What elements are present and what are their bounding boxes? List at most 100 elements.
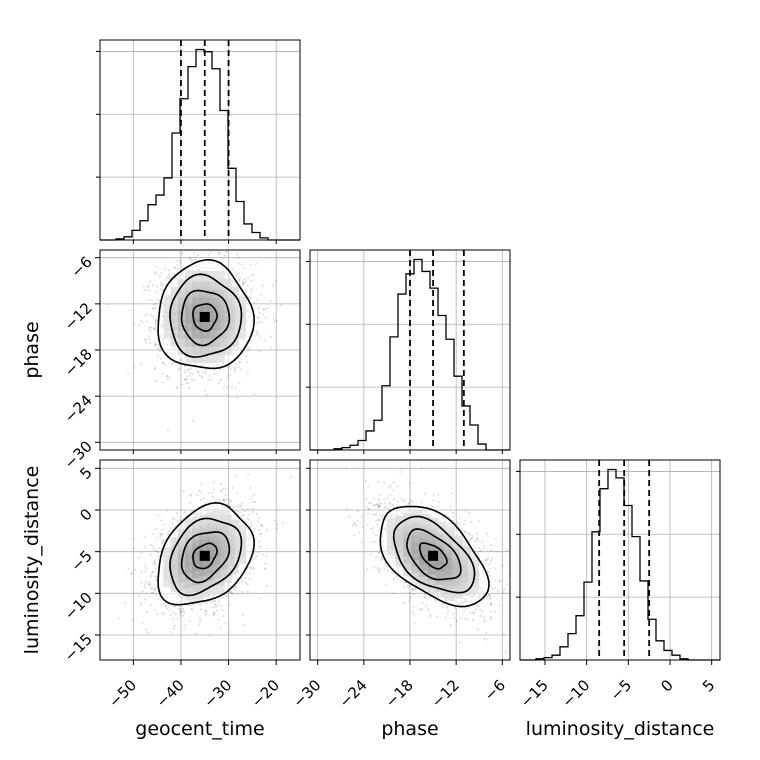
sample-point — [184, 510, 187, 513]
sample-point — [145, 580, 148, 583]
sample-point — [168, 277, 171, 280]
sample-point — [152, 562, 155, 565]
sample-point — [213, 603, 216, 606]
sample-point — [265, 555, 268, 558]
sample-point — [154, 302, 158, 305]
sample-point — [212, 481, 215, 484]
sample-point — [190, 377, 194, 381]
sample-point — [247, 276, 250, 280]
sample-point — [246, 507, 249, 511]
sample-point — [266, 529, 269, 532]
sample-point — [475, 603, 478, 606]
sample-point — [154, 343, 157, 346]
sample-point — [204, 609, 207, 612]
sample-point — [241, 283, 244, 287]
sample-point — [188, 620, 191, 623]
sample-point — [241, 514, 244, 517]
sample-point — [204, 609, 207, 612]
sample-point — [403, 581, 407, 584]
sample-point — [246, 345, 249, 349]
sample-point — [211, 601, 214, 604]
contour-inner-2 — [180, 531, 231, 584]
sample-point — [167, 274, 170, 277]
sample-point — [145, 341, 148, 345]
sample-point — [207, 253, 210, 256]
sample-point — [145, 567, 148, 570]
sample-point — [154, 366, 157, 369]
sample-point — [149, 326, 152, 329]
sample-point — [179, 610, 182, 614]
sample-point — [224, 622, 227, 625]
contour-inner-2 — [180, 289, 231, 347]
sample-point — [242, 514, 245, 517]
sample-point — [143, 535, 146, 538]
sample-point — [258, 350, 261, 353]
contour-inner-3 — [169, 273, 243, 358]
sample-point — [257, 316, 260, 319]
sample-point — [141, 621, 144, 624]
sample-point — [218, 599, 221, 602]
sample-point — [171, 521, 174, 525]
sample-point — [181, 383, 184, 386]
sample-point — [220, 482, 223, 486]
sample-point — [177, 607, 181, 610]
sample-point — [485, 638, 488, 641]
sample-point — [161, 528, 164, 531]
sample-point — [216, 609, 219, 612]
sample-point — [253, 527, 256, 530]
sample-point — [483, 620, 486, 623]
histogram-frame-luminosity_distance — [519, 459, 721, 661]
sample-point — [244, 355, 248, 358]
sample-point — [168, 376, 171, 379]
sample-point — [158, 275, 162, 278]
sample-point — [150, 299, 153, 302]
sample-point — [217, 382, 220, 385]
sample-point — [242, 281, 245, 285]
sample-point — [137, 323, 141, 326]
sample-point — [143, 314, 146, 317]
sample-point — [212, 611, 216, 615]
sample-point — [241, 613, 244, 616]
sample-point — [159, 347, 162, 350]
sample-point — [493, 586, 497, 590]
sample-point — [221, 608, 224, 611]
sample-point — [243, 278, 246, 281]
sample-point — [237, 361, 240, 364]
sample-point — [388, 501, 391, 505]
sample-point — [152, 547, 155, 550]
sample-point — [281, 521, 284, 525]
sample-point — [185, 382, 188, 385]
sample-point — [148, 584, 151, 587]
sample-point — [217, 601, 220, 605]
sample-point — [204, 613, 207, 616]
sample-point — [230, 385, 234, 388]
sample-point — [255, 262, 258, 265]
sample-point — [247, 473, 250, 476]
sample-point — [155, 290, 158, 293]
sample-point — [276, 523, 279, 526]
sample-point — [164, 604, 167, 607]
sample-point — [245, 571, 248, 574]
sample-point — [236, 491, 239, 495]
sample-point — [169, 527, 173, 530]
sample-point — [253, 493, 256, 496]
sample-point — [149, 341, 152, 345]
sample-point — [143, 583, 146, 586]
sample-point — [270, 346, 273, 349]
sample-point — [191, 419, 194, 422]
sample-point — [172, 611, 175, 614]
sample-point — [248, 513, 251, 516]
sample-point — [249, 297, 253, 300]
sample-point — [154, 344, 157, 347]
sample-point — [224, 493, 227, 496]
sample-point — [228, 498, 231, 501]
sample-point — [193, 251, 196, 255]
sample-point — [252, 500, 255, 503]
sample-point — [195, 632, 198, 635]
sample-point — [265, 584, 268, 588]
sample-point — [258, 311, 261, 314]
sample-point — [250, 274, 253, 277]
sample-point — [153, 271, 156, 274]
sample-point — [149, 580, 152, 583]
sample-point — [162, 362, 165, 365]
